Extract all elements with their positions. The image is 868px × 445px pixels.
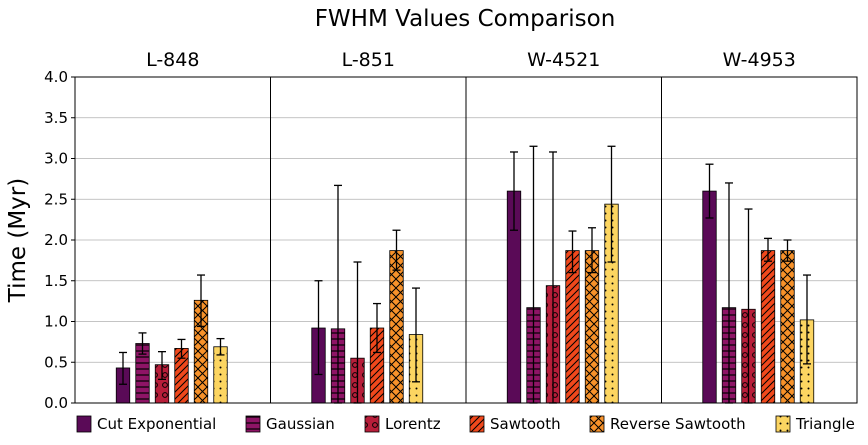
y-tick-label: 2.5	[44, 190, 68, 208]
panel-w-4521: W-4521	[465, 49, 662, 404]
legend-swatch-pattern	[470, 416, 484, 432]
legend-item: Lorentz	[364, 415, 441, 433]
legend-label: Triangle	[795, 415, 855, 433]
legend-swatch	[76, 415, 92, 433]
bar-pattern	[761, 250, 775, 403]
error-bar	[783, 239, 792, 262]
error-bar	[314, 280, 323, 376]
panel-w-4953: W-4953	[661, 49, 858, 404]
legend-label: Lorentz	[385, 415, 441, 433]
chart-title: FWHM Values Comparison	[315, 6, 616, 32]
error-bar	[197, 274, 205, 328]
y-tick-label: 3.0	[44, 150, 68, 168]
legend-swatch-pattern	[590, 416, 604, 432]
error-bar	[568, 230, 577, 274]
legend-swatch-pattern	[246, 416, 260, 432]
legend-label: Reverse Sawtooth	[610, 415, 746, 433]
error-bar	[373, 302, 381, 354]
y-tick-label: 2.0	[44, 231, 68, 249]
error-bar	[607, 145, 616, 263]
panel-l-851: L-851	[270, 49, 467, 404]
error-bar	[705, 163, 714, 219]
legend-label: Sawtooth	[490, 415, 561, 433]
legend-item: Cut Exponential	[76, 415, 216, 433]
bar-pattern	[780, 250, 795, 403]
legend-item: Triangle	[775, 415, 855, 433]
error-bar	[764, 237, 772, 262]
error-bar	[803, 274, 811, 365]
panel-title: L-848	[146, 49, 199, 71]
legend-item: Gaussian	[245, 415, 335, 433]
error-bar	[412, 287, 420, 383]
bar-pattern	[155, 364, 169, 403]
bar-pattern	[585, 250, 599, 403]
bar-pattern	[174, 348, 189, 403]
error-bar	[216, 337, 225, 356]
legend-swatch-pattern	[776, 416, 790, 432]
bar-pattern	[370, 328, 384, 403]
error-bar	[177, 338, 186, 359]
y-tick-label: 4.0	[44, 68, 68, 86]
bar-pattern	[565, 250, 580, 403]
plot-area: L-848 L-851 W-4521 W-4953 0.0 0.5 1.0 1.5 2.0 2.5…	[44, 49, 858, 412]
y-tick-label: 3.5	[44, 109, 68, 127]
bar-pattern	[389, 250, 404, 403]
error-bar	[119, 351, 127, 385]
panel-title: W-4953	[723, 49, 796, 71]
y-tick-label: 0.0	[44, 394, 68, 412]
error-bar	[510, 151, 518, 231]
legend-label: Cut Exponential	[97, 415, 216, 433]
bar-pattern	[604, 204, 619, 403]
error-bar	[588, 227, 596, 274]
error-bar	[138, 332, 147, 355]
y-tick-label: 1.5	[44, 272, 68, 290]
error-bar	[392, 229, 401, 271]
legend-swatch-pattern	[365, 416, 379, 432]
bar-pattern	[135, 343, 150, 403]
bar-pattern	[213, 346, 228, 403]
y-tick-label: 0.5	[44, 353, 68, 371]
legend: Cut Exponential Gaussian Lorentz Sawtooth Re…	[76, 415, 855, 433]
y-axis-label: Time (Myr)	[5, 178, 31, 303]
panel-l-848: L-848	[74, 49, 271, 404]
panel-title: L-851	[342, 49, 395, 71]
panel-title: W-4521	[527, 49, 600, 71]
error-bar	[158, 351, 166, 381]
y-tick-label: 1.0	[44, 313, 68, 331]
legend-item: Sawtooth	[469, 415, 561, 433]
legend-item: Reverse Sawtooth	[589, 415, 746, 433]
panel-frame	[661, 76, 858, 404]
legend-label: Gaussian	[266, 415, 335, 433]
bar	[702, 190, 717, 404]
